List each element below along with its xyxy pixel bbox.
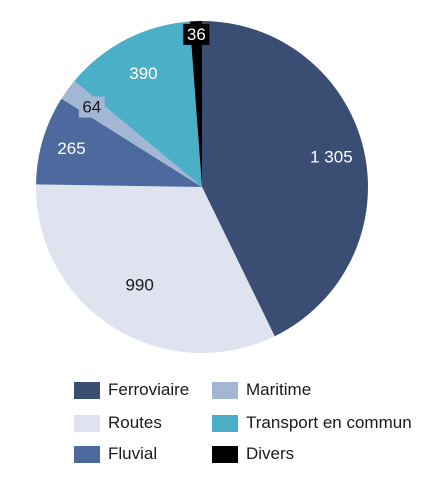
legend-swatch [74, 445, 100, 463]
pie-slices [36, 21, 368, 353]
legend-item-transport-en-commun: Transport en commun [212, 411, 412, 435]
data-label-fluvial: 265 [57, 139, 85, 158]
pie-slice-routes [36, 184, 275, 353]
data-label-divers: 36 [187, 25, 206, 44]
data-label-transport-en-commun: 390 [129, 64, 157, 83]
legend-label: Fluvial [108, 444, 158, 463]
data-label-ferroviaire: 1 305 [310, 148, 353, 167]
legend-swatch [212, 445, 238, 463]
legend-swatch [212, 381, 238, 399]
pie-slice-fluvial [36, 98, 203, 187]
data-label-box [78, 96, 105, 118]
data-label-box [183, 23, 210, 45]
pie-slice-ferroviaire [202, 21, 368, 337]
pie-slice-transport-en-commun [74, 21, 202, 187]
legend-item-maritime: Maritime [212, 378, 311, 402]
legend-item-fluvial: Fluvial [74, 442, 157, 466]
legend-item-divers: Divers [212, 442, 294, 466]
data-label-routes: 990 [125, 276, 153, 295]
legend-swatch [212, 414, 238, 432]
legend-swatch [74, 414, 100, 432]
legend-label: Divers [246, 444, 295, 463]
legend-item-ferroviaire: Ferroviaire [74, 378, 189, 402]
legend-label: Ferroviaire [108, 380, 190, 399]
legend-label: Transport en commun [246, 413, 412, 432]
data-label-maritime: 64 [82, 98, 101, 117]
pie-slice-divers [189, 21, 202, 187]
legend-item-routes: Routes [74, 411, 162, 435]
legend-swatch [74, 381, 100, 399]
legend-label: Maritime [246, 380, 312, 399]
legend-label: Routes [108, 413, 162, 432]
data-labels: 1 305 990 265 64 390 36 [57, 23, 353, 295]
